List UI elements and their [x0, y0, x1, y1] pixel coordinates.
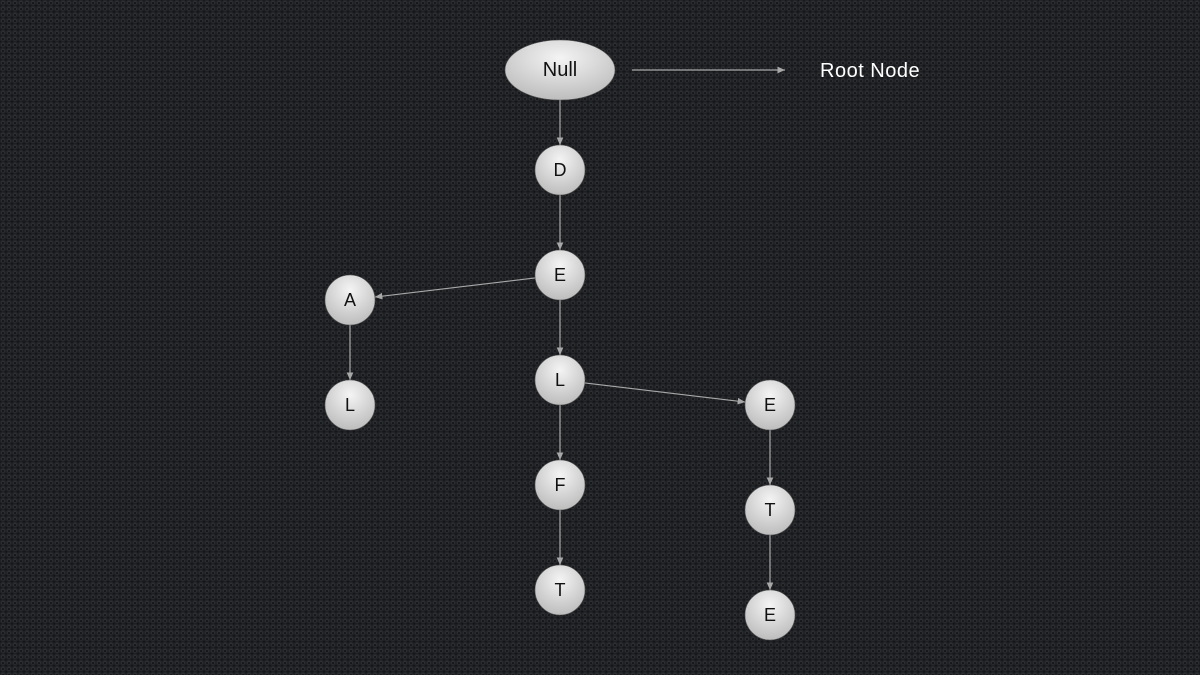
node-label-F: F — [535, 460, 585, 510]
node-label-T1: T — [535, 565, 585, 615]
node-label-D: D — [535, 145, 585, 195]
node-label-E3: E — [745, 590, 795, 640]
node-label-T2: T — [745, 485, 795, 535]
node-label-root: Null — [505, 40, 615, 100]
annotation-root-label: Root Node — [820, 60, 920, 83]
node-label-L1: L — [325, 380, 375, 430]
node-label-L2: L — [535, 355, 585, 405]
node-label-E1: E — [535, 250, 585, 300]
background — [0, 0, 1200, 675]
tree-diagram: Null D E A L L E F T T E Root Node — [0, 0, 1200, 675]
node-label-E2: E — [745, 380, 795, 430]
node-label-A: A — [325, 275, 375, 325]
